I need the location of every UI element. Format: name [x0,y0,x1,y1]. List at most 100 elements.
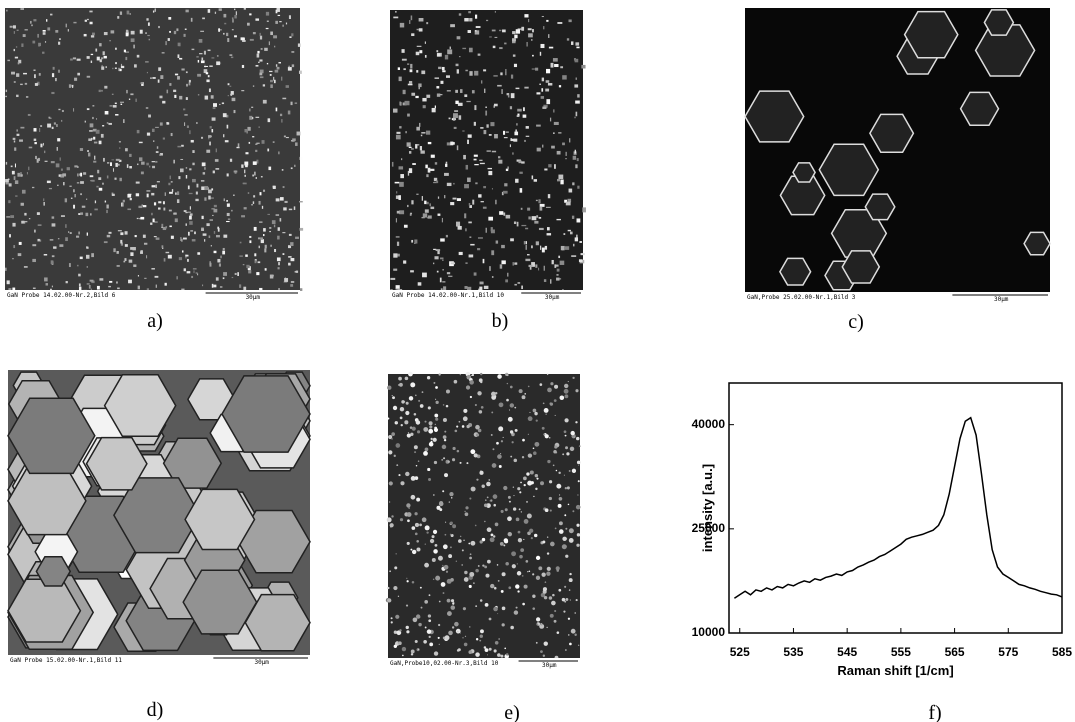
texture [162,100,166,104]
texture [124,231,128,235]
texture [465,228,467,232]
texture [252,136,255,138]
texture [162,137,165,140]
texture [288,245,292,249]
texture [117,16,120,19]
texture [260,48,263,50]
texture [818,143,880,197]
texture [566,452,570,456]
texture [505,561,509,566]
texture [116,264,120,267]
texture [474,70,479,76]
texture [162,226,167,231]
texture [220,255,222,259]
texture [474,30,477,32]
texture [489,537,495,543]
texture [150,77,152,79]
texture [575,42,580,46]
texture [393,630,398,634]
texture [42,29,46,32]
texture [499,264,503,269]
texture [58,108,61,111]
texture [428,635,431,638]
texture [494,522,499,527]
texture [399,181,404,187]
texture [101,66,105,70]
texture [230,93,233,96]
texture [543,279,547,282]
texture [134,235,137,238]
texture [464,94,468,98]
texture [202,284,204,287]
texture [489,266,491,271]
texture [534,441,540,447]
texture [410,15,413,21]
texture [158,207,161,210]
texture [502,436,504,438]
texture [122,199,125,203]
texture [450,497,453,499]
texture [504,508,508,512]
texture [277,227,280,231]
texture [517,108,522,112]
texture [457,225,462,230]
texture [219,62,222,64]
texture [211,188,214,191]
texture [267,148,270,152]
texture [288,233,292,236]
texture [278,61,281,64]
texture [416,540,419,543]
texture [498,638,500,640]
texture [452,446,456,451]
texture [282,232,286,234]
texture [276,8,280,12]
texture [554,445,558,449]
texture [398,641,402,645]
texture [217,258,221,263]
texture [194,231,196,235]
texture [497,374,502,379]
texture [490,434,493,436]
texture [77,72,81,76]
texture [192,162,195,166]
texture [142,234,146,238]
texture [527,385,530,388]
texture [214,11,217,14]
x-axis-label: Raman shift [1/cm] [837,663,953,678]
texture [254,171,256,176]
texture [36,212,40,215]
texture [223,134,225,138]
texture [504,647,507,650]
texture [406,142,411,147]
texture [582,207,586,213]
texture [563,383,569,389]
texture [264,244,267,249]
texture [532,573,535,576]
texture [395,195,399,199]
texture [482,258,485,264]
texture [69,232,72,234]
texture [407,63,410,65]
texture [242,264,245,266]
texture [426,22,429,25]
texture [539,203,545,207]
texture [444,195,446,199]
texture [869,113,915,153]
texture [244,174,246,177]
texture [528,264,533,268]
texture [48,187,52,190]
texture [440,582,446,587]
texture [567,634,570,636]
texture [557,503,562,508]
texture [523,476,527,481]
texture [391,432,395,436]
texture [495,199,497,205]
texture [841,250,881,284]
texture [285,136,289,139]
texture [507,516,512,522]
texture [531,175,534,180]
texture [95,48,98,52]
texture [264,47,268,51]
texture [407,432,410,434]
texture [459,461,462,464]
